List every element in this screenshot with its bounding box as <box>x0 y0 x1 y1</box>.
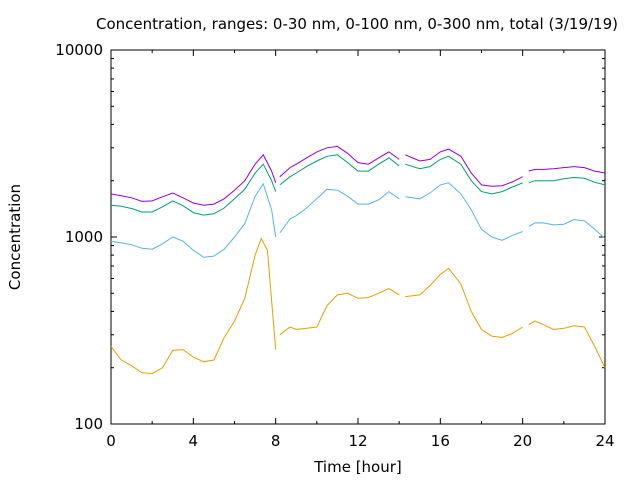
series-0-segment-2 <box>405 267 523 339</box>
series-3-segment-0 <box>110 153 277 206</box>
series-1-segment-3 <box>528 218 606 239</box>
series-1-segment-1 <box>279 188 400 234</box>
chart-title: Concentration, ranges: 0-30 nm, 0-100 nm… <box>96 15 618 33</box>
series-3-segment-3 <box>528 166 606 174</box>
x-tick-label: 12 <box>348 432 367 450</box>
x-tick-label: 4 <box>189 432 199 450</box>
series-layer <box>110 145 606 375</box>
series-3-segment-2 <box>405 148 523 187</box>
axis-ticks: 0 4 8 12 16 20 24 100 1000 10000 <box>55 41 614 450</box>
series-1-segment-0 <box>110 182 277 258</box>
y-tick-label: 1000 <box>65 228 103 246</box>
series-2-segment-3 <box>528 176 606 186</box>
series-0-segment-3 <box>528 320 606 368</box>
series-0-segment-1 <box>279 288 400 336</box>
x-axis-label: Time [hour] <box>313 458 402 476</box>
x-tick-label: 20 <box>513 432 532 450</box>
series-2-segment-0 <box>110 163 277 216</box>
x-tick-label: 8 <box>271 432 281 450</box>
series-3-segment-1 <box>279 145 400 178</box>
series-0-segment-0 <box>110 237 277 375</box>
y-tick-label: 100 <box>74 415 103 433</box>
y-axis-label: Concentration <box>6 184 24 290</box>
x-tick-label: 24 <box>595 432 614 450</box>
series-2-segment-2 <box>405 155 523 195</box>
series-1-segment-2 <box>405 182 523 241</box>
y-tick-label: 10000 <box>55 41 103 59</box>
plot-frame <box>110 49 606 425</box>
x-tick-label: 0 <box>106 432 116 450</box>
series-2-segment-1 <box>279 154 400 186</box>
x-tick-label: 16 <box>431 432 450 450</box>
